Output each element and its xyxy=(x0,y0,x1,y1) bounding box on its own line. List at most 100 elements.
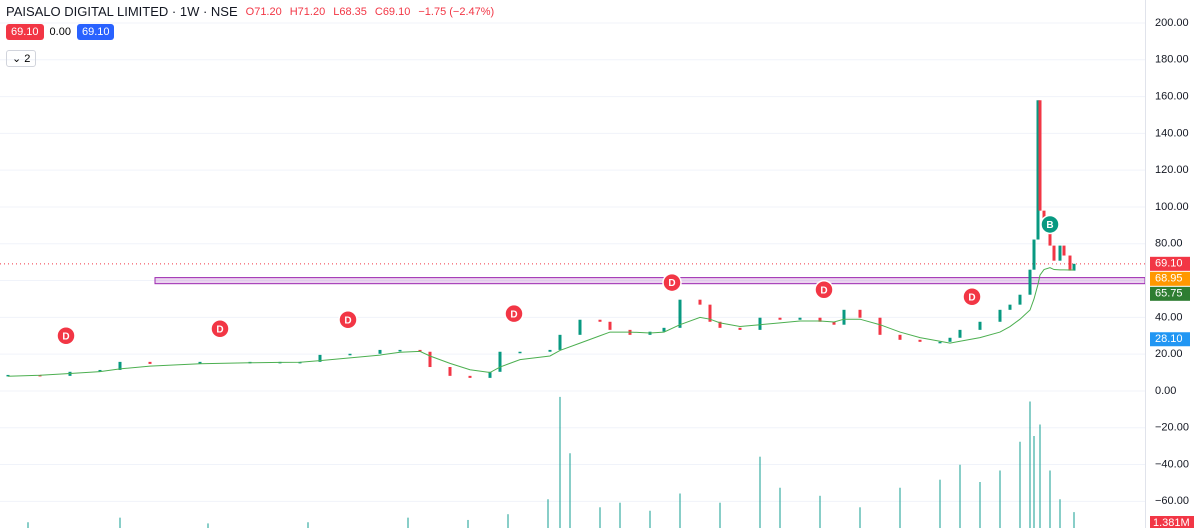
candle xyxy=(1038,100,1042,211)
event-label: D xyxy=(510,309,517,320)
candle xyxy=(1058,245,1062,261)
legend: PAISALO DIGITAL LIMITED · 1W · NSE O71.2… xyxy=(6,4,494,19)
event-marker xyxy=(210,319,230,339)
volume-bar xyxy=(779,487,781,528)
candle xyxy=(778,317,782,320)
candle xyxy=(938,341,942,344)
event-label: D xyxy=(62,331,69,342)
volume-bar xyxy=(939,479,941,528)
volume-label: 1.381M xyxy=(1153,517,1190,528)
event-marker xyxy=(338,309,358,330)
event-label: D xyxy=(968,292,975,303)
candle xyxy=(608,321,612,330)
candle xyxy=(498,351,502,372)
event-label: D xyxy=(344,315,351,326)
trade-buttons: 69.10 0.00 69.10 xyxy=(6,24,115,40)
volume-bar xyxy=(27,522,29,528)
candle xyxy=(662,327,666,332)
candle xyxy=(898,334,902,340)
volume-bar xyxy=(559,396,561,528)
candle xyxy=(958,329,962,338)
event-marker xyxy=(662,272,682,293)
volume-bar xyxy=(507,514,509,528)
y-tick-label: 140.00 xyxy=(1155,127,1189,139)
volume-bar xyxy=(307,522,309,528)
candle xyxy=(832,321,836,325)
candle xyxy=(378,349,382,354)
candle xyxy=(1036,100,1040,240)
volume-bar xyxy=(979,482,981,528)
zone xyxy=(154,277,1146,285)
volume-bar xyxy=(959,464,961,528)
candle xyxy=(398,349,402,352)
price-label: 69.10 xyxy=(1155,258,1183,270)
candle xyxy=(1068,255,1072,271)
candle xyxy=(468,375,472,378)
candle xyxy=(842,309,846,325)
candle xyxy=(878,317,882,335)
y-tick-label: 80.00 xyxy=(1155,238,1183,250)
y-tick-label: 100.00 xyxy=(1155,201,1189,213)
symbol[interactable]: PAISALO DIGITAL LIMITED · 1W · NSE xyxy=(6,4,238,19)
volume-bar xyxy=(1029,401,1031,528)
high: H71.20 xyxy=(289,5,326,18)
candle xyxy=(318,354,322,362)
event-marker xyxy=(504,303,524,324)
event-marker xyxy=(56,325,76,346)
candle xyxy=(448,367,452,376)
volume-bar xyxy=(619,502,621,528)
volume-bar xyxy=(1033,436,1035,528)
volume-label-bg xyxy=(1150,516,1194,528)
candle xyxy=(488,371,492,378)
volume-bar xyxy=(1049,470,1051,528)
volume-bar xyxy=(679,493,681,528)
y-tick-label: −60.00 xyxy=(1155,495,1189,507)
candle xyxy=(1052,245,1056,261)
volume-bar xyxy=(1039,424,1041,528)
volume-bar xyxy=(1073,512,1075,528)
indicators-toggle[interactable]: ⌄ 2 xyxy=(6,50,37,67)
price-label-bg xyxy=(1150,256,1190,271)
candle xyxy=(548,349,552,352)
volume-bar xyxy=(859,507,861,528)
volume-bar xyxy=(1019,441,1021,528)
buy[interactable]: 69.10 xyxy=(76,24,115,40)
candle xyxy=(978,321,982,330)
volume-bar xyxy=(407,517,409,528)
y-tick-label: −40.00 xyxy=(1155,458,1189,470)
sell[interactable]: 69.10 xyxy=(6,24,44,40)
y-tick-label: −20.00 xyxy=(1155,422,1189,434)
candle xyxy=(698,299,702,305)
change: −1.75 (−2.47%) xyxy=(418,5,495,18)
open: O71.20 xyxy=(245,5,282,18)
event-label: D xyxy=(668,278,675,289)
candle xyxy=(558,334,562,350)
y-tick-label: 20.00 xyxy=(1155,348,1183,360)
candle xyxy=(948,337,952,342)
volume-bar xyxy=(999,470,1001,528)
volume-bar xyxy=(599,507,601,528)
y-tick-label: 0.00 xyxy=(1155,385,1176,397)
volume-bar xyxy=(207,523,209,528)
candle xyxy=(428,351,432,368)
volume-bar xyxy=(569,453,571,528)
candle xyxy=(1008,304,1012,310)
price-label-bg xyxy=(1150,332,1190,347)
price-label-bg xyxy=(1150,271,1190,286)
y-tick-label: 120.00 xyxy=(1155,164,1189,176)
volume-bar xyxy=(119,517,121,528)
volume-bar xyxy=(899,487,901,528)
candle xyxy=(1072,263,1076,271)
spread: 0.00 xyxy=(49,26,71,38)
candle xyxy=(1028,269,1032,295)
volume-bar xyxy=(547,499,549,528)
event-label: D xyxy=(216,324,223,335)
indicator-count: 2 xyxy=(24,53,31,65)
candle xyxy=(418,349,422,352)
price-label: 68.95 xyxy=(1155,273,1183,285)
candle xyxy=(598,319,602,322)
candle xyxy=(148,361,152,364)
event-label: B xyxy=(1046,220,1053,231)
volume-bar xyxy=(819,495,821,528)
